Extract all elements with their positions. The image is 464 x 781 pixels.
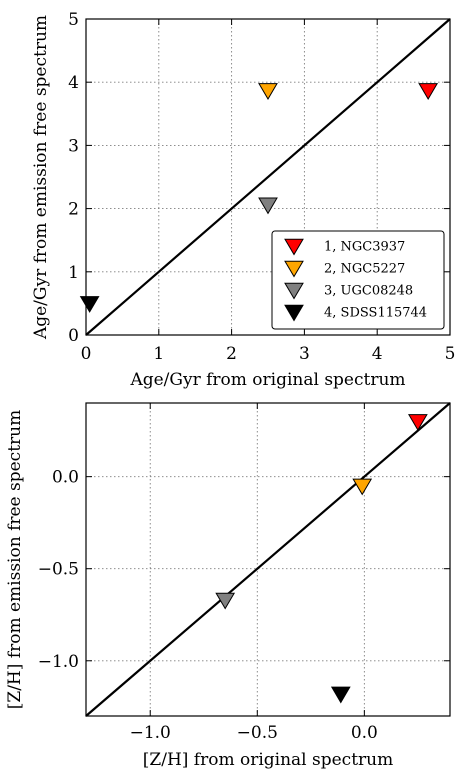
y-tick-label: −0.5 (38, 560, 79, 580)
legend-item: 1, NGC3937 (284, 238, 405, 256)
data-point-3 (258, 197, 278, 215)
metallicity-comparison-plot: −1.0 −0.5 0.0 −1.0 −0.5 0.0 [Z/H] from origin… (5, 402, 451, 770)
data-point-2 (258, 83, 278, 100)
one-to-one-line (85, 18, 451, 336)
legend-item: 4, SDSS115744 (284, 304, 427, 322)
x-tick-label: 1 (153, 344, 164, 364)
legend-label: 4, SDSS115744 (324, 306, 427, 321)
data-point-4 (79, 296, 100, 313)
legend-marker (284, 238, 304, 256)
x-tick-label: 0 (81, 344, 92, 364)
x-tick-label: −1.0 (130, 723, 171, 743)
one-to-one-line (85, 402, 451, 717)
x-tick-label: 4 (372, 344, 383, 364)
y-tick-label: 2 (68, 200, 79, 220)
y-tick-label: −1.0 (38, 652, 79, 672)
x-tick-label: 5 (445, 344, 456, 364)
legend-box (271, 230, 445, 330)
data-point-3 (215, 592, 236, 610)
y-tick-label: 3 (68, 136, 79, 156)
plot-frame (85, 18, 451, 336)
legend-item: 3, UGC08248 (284, 282, 413, 300)
x-tick-label: 0.0 (351, 723, 378, 743)
y-tick-label: 0.0 (52, 468, 79, 488)
legend-marker (284, 282, 304, 300)
legend-label: 3, UGC08248 (324, 284, 413, 299)
legend-label: 1, NGC3937 (324, 240, 405, 255)
age-comparison-plot: 0 1 2 3 4 5 0 1 2 3 4 5 Age/Gyr from original spect… (31, 10, 455, 390)
x-tick-label: 2 (226, 344, 237, 364)
y-axis-label: [Z/H] from emission free spectrum (5, 410, 25, 709)
legend-marker (284, 304, 304, 322)
data-point-1 (418, 83, 439, 100)
y-tick-label: 1 (68, 263, 79, 283)
y-tick-label: 4 (68, 73, 79, 93)
data-point-1 (408, 414, 428, 431)
legend-label: 2, NGC5227 (324, 262, 405, 277)
legend: 1, NGC3937 2, NGC5227 3, UGC08248 4, SDSS11… (271, 230, 445, 330)
data-point-2 (352, 478, 373, 496)
y-tick-label: 0 (68, 326, 79, 346)
x-axis-label: Age/Gyr from original spectrum (129, 370, 405, 390)
plot-frame (85, 402, 451, 717)
data-point-4 (330, 686, 351, 704)
y-tick-label: 5 (68, 10, 79, 30)
x-tick-label: 3 (299, 344, 310, 364)
x-tick-label: −0.5 (237, 723, 278, 743)
y-axis-label: Age/Gyr from emission free spectrum (31, 15, 51, 340)
legend-marker (284, 260, 304, 278)
x-axis-label: [Z/H] from original spectrum (143, 750, 393, 770)
legend-item: 2, NGC5227 (284, 260, 405, 278)
